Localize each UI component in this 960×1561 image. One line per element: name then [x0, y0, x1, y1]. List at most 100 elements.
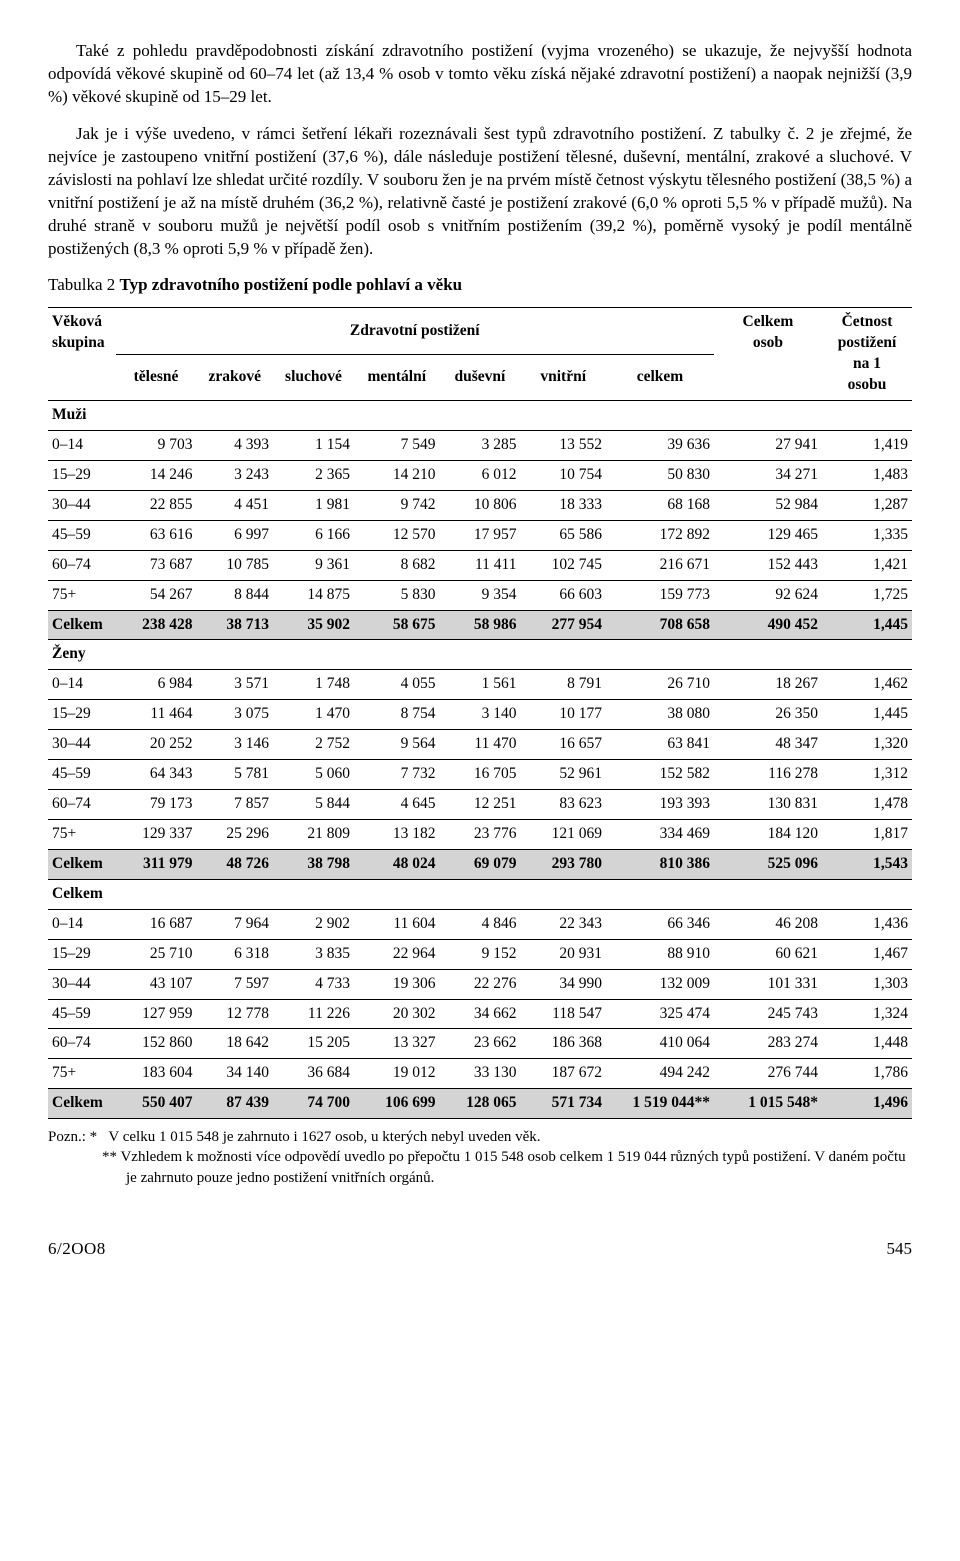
cell-value: 3 146 — [196, 730, 273, 760]
cell-value: 48 024 — [354, 849, 440, 879]
cell-value: 101 331 — [714, 969, 822, 999]
hdr-celkem-osob-2: osob — [753, 334, 783, 351]
cell-value: 183 604 — [116, 1059, 197, 1089]
cell-value: 1,436 — [822, 909, 912, 939]
cell-value: 6 012 — [439, 460, 520, 490]
cell-value: 58 986 — [439, 610, 520, 640]
table-caption: Tabulka 2 Typ zdravotního postižení podl… — [48, 274, 912, 297]
cell-value: 1,467 — [822, 939, 912, 969]
cell-value: 121 069 — [520, 819, 606, 849]
footer-issue: 6/2OO8 — [48, 1238, 106, 1261]
cell-value: 216 671 — [606, 550, 714, 580]
cell-age: 75+ — [48, 1059, 116, 1089]
cell-value: 1,445 — [822, 610, 912, 640]
table-row: 0–146 9843 5711 7484 0551 5618 79126 710… — [48, 670, 912, 700]
cell-value: 16 705 — [439, 760, 520, 790]
cell-value: 14 210 — [354, 460, 440, 490]
paragraph-2: Jak je i výše uvedeno, v rámci šetření l… — [48, 123, 912, 261]
hdr-zrakove: zrakové — [196, 354, 273, 400]
cell-value: 54 267 — [116, 580, 197, 610]
cell-value: 5 844 — [273, 790, 354, 820]
hdr-vekova: Věková — [52, 313, 102, 330]
cell-value: 48 347 — [714, 730, 822, 760]
cell-value: 2 902 — [273, 909, 354, 939]
cell-value: 6 997 — [196, 520, 273, 550]
cell-value: 1 748 — [273, 670, 354, 700]
cell-age: 45–59 — [48, 520, 116, 550]
cell-value: 13 182 — [354, 819, 440, 849]
cell-value: 410 064 — [606, 1029, 714, 1059]
cell-value: 1 981 — [273, 490, 354, 520]
cell-value: 172 892 — [606, 520, 714, 550]
cell-value: 25 296 — [196, 819, 273, 849]
cell-value: 79 173 — [116, 790, 197, 820]
cell-value: 12 251 — [439, 790, 520, 820]
cell-value: 1,478 — [822, 790, 912, 820]
cell-value: 187 672 — [520, 1059, 606, 1089]
cell-value: 3 571 — [196, 670, 273, 700]
cell-value: 1,335 — [822, 520, 912, 550]
paragraph-1: Také z pohledu pravděpodobnosti získání … — [48, 40, 912, 109]
cell-age: Celkem — [48, 849, 116, 879]
cell-value: 9 564 — [354, 730, 440, 760]
cell-value: 73 687 — [116, 550, 197, 580]
cell-value: 88 910 — [606, 939, 714, 969]
cell-value: 1,320 — [822, 730, 912, 760]
cell-value: 7 857 — [196, 790, 273, 820]
cell-value: 186 368 — [520, 1029, 606, 1059]
cell-value: 152 443 — [714, 550, 822, 580]
cell-value: 132 009 — [606, 969, 714, 999]
hdr-celkem-osob-1: Celkem — [743, 313, 794, 330]
cell-value: 311 979 — [116, 849, 197, 879]
cell-value: 4 393 — [196, 430, 273, 460]
cell-value: 11 411 — [439, 550, 520, 580]
cell-value: 5 781 — [196, 760, 273, 790]
cell-value: 1 519 044** — [606, 1089, 714, 1119]
cell-value: 34 140 — [196, 1059, 273, 1089]
table-row: 45–5963 6166 9976 16612 57017 95765 5861… — [48, 520, 912, 550]
cell-value: 708 658 — [606, 610, 714, 640]
cell-age: 30–44 — [48, 490, 116, 520]
table-row: 60–7473 68710 7859 3618 68211 411102 745… — [48, 550, 912, 580]
cell-age: 75+ — [48, 819, 116, 849]
table-row: 0–1416 6877 9642 90211 6044 84622 34366 … — [48, 909, 912, 939]
cell-value: 17 957 — [439, 520, 520, 550]
cell-value: 7 732 — [354, 760, 440, 790]
cell-value: 3 835 — [273, 939, 354, 969]
cell-value: 52 961 — [520, 760, 606, 790]
cell-value: 63 841 — [606, 730, 714, 760]
cell-value: 2 752 — [273, 730, 354, 760]
cell-value: 23 662 — [439, 1029, 520, 1059]
cell-value: 9 703 — [116, 430, 197, 460]
cell-value: 10 785 — [196, 550, 273, 580]
cell-value: 9 742 — [354, 490, 440, 520]
cell-value: 22 855 — [116, 490, 197, 520]
hdr-zdrav: Zdravotní postižení — [116, 308, 714, 354]
hdr-cetnost-3: na 1 — [853, 355, 881, 372]
cell-age: Celkem — [48, 1089, 116, 1119]
cell-value: 1,445 — [822, 700, 912, 730]
cell-value: 16 657 — [520, 730, 606, 760]
page-footer: 6/2OO8 545 — [48, 1238, 912, 1261]
cell-value: 50 830 — [606, 460, 714, 490]
cell-age: 15–29 — [48, 939, 116, 969]
cell-value: 184 120 — [714, 819, 822, 849]
cell-age: 0–14 — [48, 670, 116, 700]
cell-value: 60 621 — [714, 939, 822, 969]
table-row: 30–4422 8554 4511 9819 74210 80618 33368… — [48, 490, 912, 520]
cell-value: 20 302 — [354, 999, 440, 1029]
footer-page: 545 — [887, 1238, 913, 1261]
cell-value: 63 616 — [116, 520, 197, 550]
cell-value: 69 079 — [439, 849, 520, 879]
cell-value: 14 246 — [116, 460, 197, 490]
hdr-sluchove: sluchové — [273, 354, 354, 400]
table-row: 75+54 2678 84414 8755 8309 35466 603159 … — [48, 580, 912, 610]
cell-value: 64 343 — [116, 760, 197, 790]
cell-value: 38 080 — [606, 700, 714, 730]
hdr-skupina: skupina — [52, 334, 105, 351]
cell-value: 7 549 — [354, 430, 440, 460]
cell-value: 1,421 — [822, 550, 912, 580]
cell-value: 152 860 — [116, 1029, 197, 1059]
cell-value: 33 130 — [439, 1059, 520, 1089]
cell-value: 18 642 — [196, 1029, 273, 1059]
